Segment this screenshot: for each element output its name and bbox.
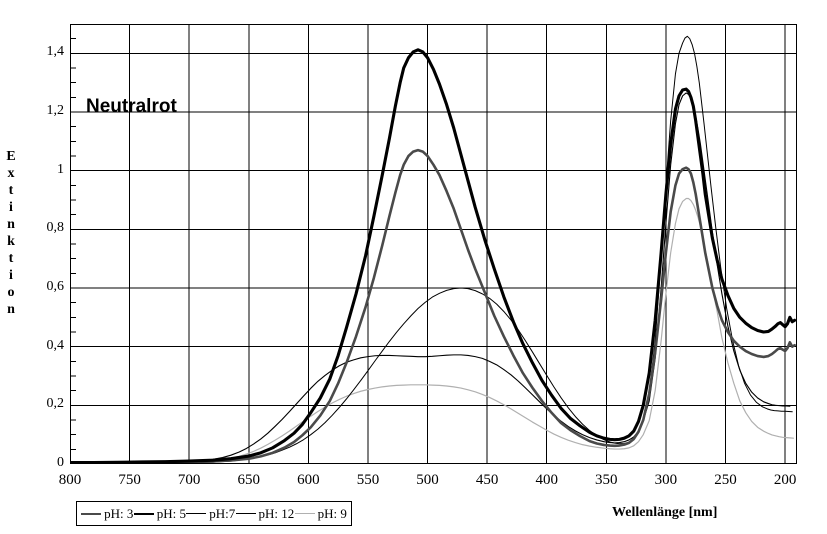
legend-label: pH: 3: [104, 505, 134, 521]
x-tick-label: 550: [356, 472, 380, 488]
y-axis-title-letter: o: [7, 285, 15, 300]
legend-item[interactable]: pH: 5: [133, 505, 186, 522]
x-tick-label: 450: [475, 472, 499, 488]
legend-label: pH: 5: [156, 505, 186, 521]
legend: pH: 3 pH: 5 pH:7 pH: 12 pH: 9: [76, 501, 352, 526]
x-axis-title: Wellenlänge [nm]: [612, 505, 718, 520]
series-line: [68, 148, 796, 465]
y-axis-tick-labels: 0 0,2 0,4 0,6 0,8 1 1,2 1,4: [16, 0, 65, 534]
y-tick-label: 0,4: [46, 337, 65, 353]
y-tick-label: 1,2: [46, 103, 65, 118]
series-line: [68, 48, 797, 465]
series-line: [69, 35, 793, 464]
plot-background: [70, 24, 797, 464]
x-tick-label: 650: [237, 472, 261, 488]
legend-item[interactable]: pH: 9: [294, 505, 347, 522]
y-axis-title-letter: n: [7, 302, 15, 317]
series-line: [69, 92, 791, 464]
x-tick-label: 200: [773, 472, 797, 488]
chart-svg: [68, 23, 797, 465]
plot-area: [68, 23, 797, 465]
legend-item[interactable]: pH: 12: [235, 505, 295, 522]
y-axis-title-letter: i: [9, 200, 13, 215]
y-axis-title-letter: t: [8, 251, 14, 266]
y-axis-title-letter: k: [7, 234, 15, 249]
y-axis-title-letter: x: [7, 166, 15, 181]
y-tick-label: 0,2: [46, 396, 65, 412]
y-tick-label: 0,6: [46, 279, 65, 294]
y-axis-title-letter: i: [9, 268, 13, 283]
legend-line-swatch: [186, 513, 207, 514]
y-axis-title-letter: n: [7, 217, 15, 232]
x-tick-label: 800: [58, 472, 82, 488]
x-tick-label: 250: [714, 472, 737, 488]
y-tick-label: 0: [57, 455, 64, 470]
series-layer: [68, 35, 797, 465]
legend-label: pH: 12: [258, 505, 295, 521]
legend-line-swatch: [294, 513, 315, 514]
x-tick-label: 750: [118, 472, 141, 488]
y-tick-label: 1: [57, 161, 64, 177]
x-tick-label: 350: [595, 472, 618, 488]
legend-label: pH: 9: [317, 505, 347, 521]
legend-line-swatch: [235, 513, 256, 514]
legend-item[interactable]: pH: 3: [81, 506, 133, 522]
x-tick-label: 500: [416, 472, 439, 488]
x-tick-label: 300: [654, 472, 678, 488]
x-tick-label: 700: [177, 472, 201, 488]
y-tick-label: 0,8: [46, 220, 65, 236]
y-tick-label: 1,4: [46, 44, 65, 60]
legend-line-swatch: [133, 512, 154, 515]
legend-line-swatch: [81, 512, 102, 515]
y-axis-title-letter: t: [8, 183, 14, 198]
legend-label: pH:7: [209, 505, 236, 521]
x-tick-label: 600: [297, 472, 320, 488]
x-tick-label: 400: [535, 472, 558, 488]
y-axis-title-letter: E: [6, 149, 16, 164]
chart-title: Neutralrot: [86, 96, 177, 117]
legend-item[interactable]: pH:7: [186, 506, 235, 522]
